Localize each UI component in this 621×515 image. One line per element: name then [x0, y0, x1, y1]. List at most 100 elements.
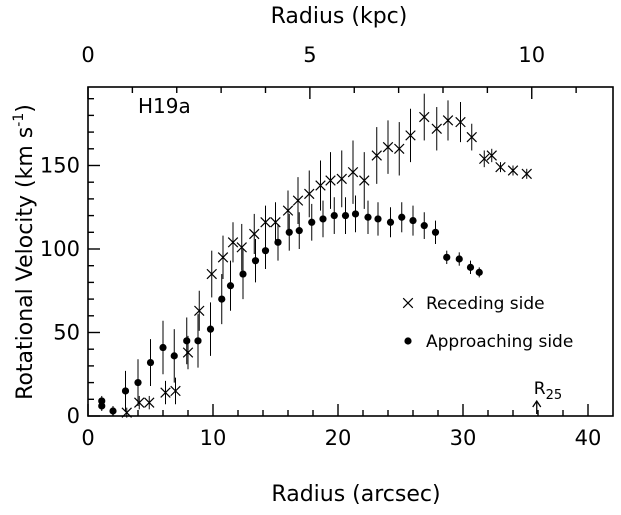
data-series — [98, 93, 532, 418]
approaching-point — [431, 228, 440, 236]
approaching-point — [251, 257, 260, 265]
receding-point — [134, 397, 145, 408]
approaching-point — [374, 215, 382, 223]
approaching-point — [308, 218, 316, 226]
receding-point — [479, 153, 490, 165]
receding-point — [405, 130, 416, 141]
r25-annotation: R25 — [532, 379, 562, 414]
approaching-series — [98, 195, 483, 416]
approaching-point — [386, 218, 395, 226]
receding-point — [431, 123, 442, 134]
receding-point — [315, 180, 326, 191]
receding-point — [194, 305, 205, 317]
approaching-point — [364, 213, 372, 221]
receding-point — [249, 228, 260, 240]
approaching-point — [466, 263, 475, 271]
legend-dot — [404, 337, 412, 345]
y-tick-label: 0 — [67, 404, 80, 428]
receding-point — [121, 407, 132, 418]
y-tick-label: 50 — [53, 320, 80, 344]
receding-point — [455, 116, 466, 128]
receding-point — [160, 387, 171, 398]
r25-label-main: R — [534, 379, 546, 399]
approaching-point — [170, 352, 178, 360]
top-tick-label: 5 — [303, 43, 316, 67]
receding-point — [217, 252, 229, 263]
approaching-point — [134, 378, 142, 387]
approaching-point — [455, 255, 463, 263]
receding-point — [507, 165, 519, 176]
y-axis-label-main: Rotational Velocity (km s — [13, 127, 38, 400]
top-tick-label: 0 — [81, 43, 94, 67]
x-tick-label: 10 — [200, 426, 227, 450]
r25-label-sub: 25 — [546, 388, 563, 403]
approaching-point — [194, 337, 202, 345]
y-axis-label: Rotational Velocity (km s-1) — [11, 104, 38, 400]
approaching-point — [398, 213, 406, 221]
receding-point — [282, 205, 294, 216]
receding-point — [144, 397, 155, 408]
legend-cross — [402, 297, 414, 309]
approaching-point — [159, 343, 167, 352]
approaching-point — [218, 295, 226, 303]
receding-point — [336, 173, 347, 185]
approaching-point — [330, 211, 338, 220]
approaching-point — [261, 247, 270, 255]
receding-point — [270, 217, 281, 228]
approaching-point — [341, 211, 350, 220]
receding-point — [347, 166, 359, 178]
top-tick-label: 10 — [518, 43, 545, 67]
y-axis-label-sup: -1 — [11, 113, 27, 127]
receding-point — [371, 150, 382, 161]
y-axis-label-close: ) — [13, 104, 38, 113]
receding-point — [442, 115, 454, 126]
receding-point — [495, 161, 506, 173]
approaching-point — [285, 228, 293, 236]
r25-label: R25 — [534, 379, 562, 403]
approaching-point — [351, 210, 360, 218]
approaching-point — [146, 358, 155, 367]
approaching-point — [109, 407, 117, 415]
receding-point — [325, 175, 336, 186]
receding-point — [419, 111, 430, 123]
approaching-point — [226, 282, 235, 290]
approaching-point — [319, 215, 327, 223]
receding-point — [486, 150, 497, 161]
legend: Receding side Approaching side — [402, 294, 573, 352]
panel-label: H19a — [138, 94, 191, 118]
axis-ticks: 0 10 20 30 40 0 50 100 150 0 5 10 — [40, 43, 601, 450]
legend-marker-approaching — [404, 337, 412, 345]
receding-point — [260, 217, 271, 228]
approaching-point — [183, 337, 191, 345]
approaching-point — [475, 268, 483, 276]
receding-point — [206, 268, 217, 280]
approaching-point — [239, 270, 247, 278]
approaching-point — [295, 227, 303, 235]
approaching-point — [420, 222, 428, 230]
receding-point — [382, 141, 394, 153]
approaching-point — [206, 325, 215, 333]
receding-point — [394, 143, 405, 155]
plot-frame — [87, 86, 614, 417]
receding-point — [359, 175, 370, 186]
x-axis-label: Radius (arcsec) — [271, 482, 440, 507]
legend-label-approaching: Approaching side — [426, 332, 573, 352]
receding-point — [304, 188, 315, 200]
approaching-point — [443, 253, 451, 261]
x-tick-label: 20 — [325, 426, 352, 450]
approaching-point — [121, 387, 130, 395]
receding-point — [521, 168, 532, 180]
approaching-point — [274, 238, 282, 246]
receding-series — [121, 93, 532, 418]
y-tick-label: 150 — [40, 153, 80, 177]
y-tick-label: 100 — [40, 237, 80, 261]
approaching-point — [98, 402, 106, 410]
receding-point — [227, 237, 239, 248]
receding-point — [292, 195, 304, 206]
legend-label-receding: Receding side — [426, 294, 545, 314]
receding-point — [236, 242, 247, 253]
x-tick-label: 0 — [81, 426, 94, 450]
r25-arrow-head — [532, 399, 542, 408]
